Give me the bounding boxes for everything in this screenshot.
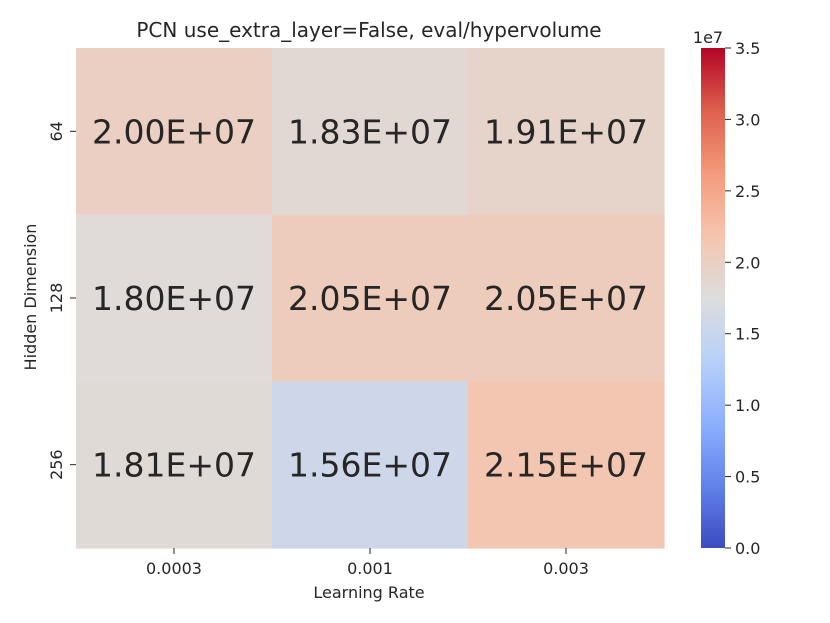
cell-value-label: 2.00E+07 xyxy=(92,112,256,151)
colorbar-ticks: 0.0 0.5 1.0 1.5 2.0 2.5 3.0 3.5 xyxy=(725,39,760,558)
y-axis-label: Hidden Dimension xyxy=(21,224,40,371)
cell-value-label: 1.81E+07 xyxy=(92,446,256,485)
heatmap-cell xyxy=(76,381,273,549)
heatmap-cell xyxy=(76,48,273,216)
y-tick-label: 128 xyxy=(47,283,66,314)
heatmap-cell xyxy=(468,381,665,549)
heatmap-cell xyxy=(272,48,469,216)
cell-value-label: 1.80E+07 xyxy=(92,279,256,318)
heatmap-cells: 2.00E+07 1.83E+07 1.91E+07 1.80E+07 2.05E+07… xyxy=(76,48,665,549)
cell-value-label: 1.91E+07 xyxy=(484,112,648,151)
y-axis-ticks: 64 128 256 xyxy=(47,121,76,480)
cell-value-label: 2.05E+07 xyxy=(484,279,648,318)
colorbar-tick-label: 2.0 xyxy=(735,253,760,272)
x-tick-label: 0.0003 xyxy=(146,559,202,578)
x-tick-label: 0.003 xyxy=(543,559,589,578)
colorbar-tick-label: 1.0 xyxy=(735,396,760,415)
colorbar-tick-label: 2.5 xyxy=(735,182,760,201)
colorbar xyxy=(701,48,725,548)
colorbar-tick-label: 1.5 xyxy=(735,325,760,344)
y-tick-label: 64 xyxy=(47,121,66,141)
cell-value-label: 2.05E+07 xyxy=(288,279,452,318)
colorbar-tick-label: 3.5 xyxy=(735,39,760,58)
heatmap-cell xyxy=(272,381,469,549)
cell-value-label: 1.56E+07 xyxy=(288,446,452,485)
chart-title: PCN use_extra_layer=False, eval/hypervol… xyxy=(136,18,601,42)
cell-value-label: 1.83E+07 xyxy=(288,112,452,151)
x-axis-label: Learning Rate xyxy=(313,583,424,602)
colorbar-tick-label: 0.5 xyxy=(735,468,760,487)
heatmap-cell xyxy=(468,48,665,216)
heatmap-cell xyxy=(76,214,273,382)
x-tick-label: 0.001 xyxy=(347,559,393,578)
colorbar-offset-label: 1e7 xyxy=(693,28,723,47)
heatmap-cell xyxy=(272,214,469,382)
heatmap-cell xyxy=(468,214,665,382)
colorbar-tick-label: 3.0 xyxy=(735,110,760,129)
cell-value-label: 2.15E+07 xyxy=(484,446,648,485)
x-axis-ticks: 0.0003 0.001 0.003 xyxy=(146,548,589,578)
y-tick-label: 256 xyxy=(47,449,66,480)
colorbar-tick-label: 0.0 xyxy=(735,539,760,558)
